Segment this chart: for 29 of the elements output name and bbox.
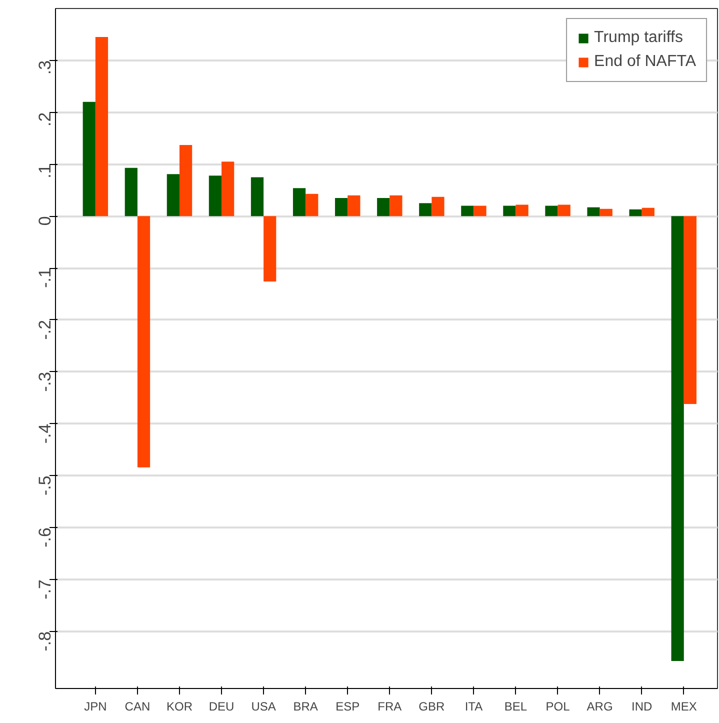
x-tick-label: BEL xyxy=(504,700,528,714)
y-tick-label: 0 xyxy=(36,216,54,226)
y-tick-label: .3 xyxy=(36,60,54,75)
y-tick-label: .1 xyxy=(36,164,54,178)
x-tick-label: BRA xyxy=(293,700,318,714)
legend-label: Trump tariffs xyxy=(594,29,683,47)
x-tick-label: DEU xyxy=(208,700,234,714)
y-tick-label: .2 xyxy=(36,112,54,126)
y-tick-label: -.3 xyxy=(36,372,54,392)
y-tick-label: -.4 xyxy=(36,424,54,444)
x-tick-label: FRA xyxy=(378,700,402,714)
legend-label: End of NAFTA xyxy=(594,53,696,71)
y-tick-label: -.8 xyxy=(36,631,54,652)
x-tick-label: USA xyxy=(251,700,276,714)
y-tick-label: -.1 xyxy=(36,268,54,288)
x-tick-label: ESP xyxy=(336,700,360,714)
x-tick-label: KOR xyxy=(166,700,193,714)
x-tick-label: CAN xyxy=(124,700,150,714)
x-tick-label: ARG xyxy=(586,700,613,714)
y-tick-label: -.7 xyxy=(36,579,54,600)
y-tick-label: -.2 xyxy=(36,320,54,340)
x-tick-label: IND xyxy=(632,700,653,714)
y-tick-label: -.5 xyxy=(36,476,54,496)
y-tick-label: -.6 xyxy=(36,528,54,548)
x-tick-label: ITA xyxy=(464,700,483,714)
x-tick-label: GBR xyxy=(418,700,446,714)
x-tick-label: JPN xyxy=(84,700,107,714)
x-tick-label: POL xyxy=(546,700,570,714)
x-tick-label: MEX xyxy=(670,700,697,714)
